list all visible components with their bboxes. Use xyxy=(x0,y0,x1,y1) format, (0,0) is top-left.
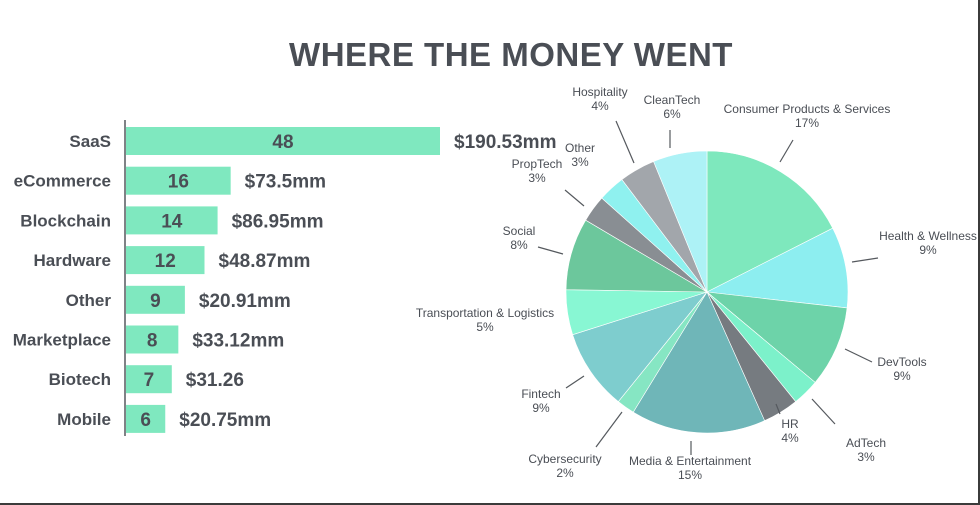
bar-amount-label: $31.26 xyxy=(186,370,244,391)
bar-amount-label: $86.95mm xyxy=(232,211,324,232)
bar-count-label: 16 xyxy=(168,172,189,193)
bar-mobile xyxy=(126,404,166,433)
pie-slice-label: Transportation & Logistics xyxy=(416,306,554,320)
pie-slice-label: Media & Entertainment xyxy=(629,454,752,468)
pie-slice-label: Fintech xyxy=(521,387,560,401)
bar-category-label: eCommerce xyxy=(14,172,111,191)
pie-percent-label: 3% xyxy=(571,155,589,169)
pie-slice-label: Social xyxy=(503,224,536,238)
pie-leader-line xyxy=(775,403,781,415)
bar-ecommerce xyxy=(126,166,231,195)
bar-category-label: Other xyxy=(66,291,112,310)
pie-percent-label: 5% xyxy=(476,320,494,334)
pie-slice-label: Consumer Products & Services xyxy=(724,102,891,116)
bar-count-label: 12 xyxy=(155,251,176,272)
bar-other xyxy=(126,285,185,314)
bar-blockchain xyxy=(126,206,218,235)
pie-percent-label: 4% xyxy=(591,99,609,113)
pie-slice-health-and-wellness xyxy=(705,227,849,309)
pie-leader-line xyxy=(595,411,623,448)
pie-percent-label: 9% xyxy=(919,243,937,257)
bar-biotech xyxy=(126,365,172,394)
bar-marketplace xyxy=(126,325,179,354)
pie-leader-line xyxy=(851,257,879,263)
pie-leader-line xyxy=(537,246,564,255)
bar-category-label: Biotech xyxy=(49,370,111,389)
pie-slice-label: AdTech xyxy=(846,436,886,450)
bar-category-label: Blockchain xyxy=(20,211,111,230)
pie-slice-label: Health & Wellness xyxy=(879,229,977,243)
bar-count-label: 14 xyxy=(161,211,183,232)
pie-slice-label: DevTools xyxy=(877,355,926,369)
bar-amount-label: $48.87mm xyxy=(219,251,311,272)
pie-slice-label: PropTech xyxy=(512,157,563,171)
pie-slice-label: Other xyxy=(565,141,595,155)
bar-category-label: SaaS xyxy=(69,132,111,151)
pie-percent-label: 9% xyxy=(532,401,550,415)
pie-leader-line xyxy=(844,348,873,363)
bar-amount-label: $33.12mm xyxy=(192,331,284,352)
pie-slice-fintech xyxy=(572,291,708,403)
pie-percent-label: 9% xyxy=(893,369,911,383)
pie-leader-line xyxy=(811,398,836,425)
pie-percent-label: 4% xyxy=(781,431,799,445)
bar-saas xyxy=(126,127,440,155)
bar-category-label: Marketplace xyxy=(13,331,111,350)
pie-percent-label: 15% xyxy=(678,468,702,482)
pie-slice-label: Hospitality xyxy=(572,85,627,99)
pie-slice-media-and-entertainment xyxy=(632,291,766,434)
pie-slice-label: CleanTech xyxy=(644,93,701,107)
pie-percent-label: 2% xyxy=(556,466,574,480)
pie-leader-line xyxy=(615,120,635,164)
pie-percent-label: 6% xyxy=(663,107,681,121)
bar-amount-label: $73.5mm xyxy=(245,172,326,193)
pie-leader-line xyxy=(564,189,585,207)
bar-hardware xyxy=(126,246,205,275)
pie-leader-line xyxy=(779,139,794,163)
bar-count-label: 9 xyxy=(150,291,161,312)
pie-percent-label: 8% xyxy=(510,238,528,252)
pie-percent-label: 3% xyxy=(857,450,875,464)
pie-percent-label: 17% xyxy=(795,116,819,130)
pie-percent-label: 3% xyxy=(528,171,546,185)
pie-slice-consumer-products-and-services xyxy=(706,150,834,293)
pie-slice-devtools xyxy=(706,291,848,383)
bar-count-label: 6 xyxy=(140,410,151,431)
bar-count-label: 48 xyxy=(272,132,293,153)
slide-title: WHERE THE MONEY WENT xyxy=(289,36,733,73)
bar-amount-label: $20.91mm xyxy=(199,291,291,312)
bar-category-label: Mobile xyxy=(57,410,111,429)
pie-leader-line xyxy=(565,375,585,389)
pie-slice-cleantech xyxy=(653,150,708,293)
bar-category-label: Hardware xyxy=(34,251,111,270)
bar-count-label: 8 xyxy=(147,331,158,352)
bar-count-label: 7 xyxy=(144,370,155,391)
pie-slice-label: Cybersecurity xyxy=(528,452,601,466)
bar-amount-label: $190.53mm xyxy=(454,132,556,153)
bar-amount-label: $20.75mm xyxy=(179,410,271,431)
pie-slice-label: HR xyxy=(781,417,799,431)
